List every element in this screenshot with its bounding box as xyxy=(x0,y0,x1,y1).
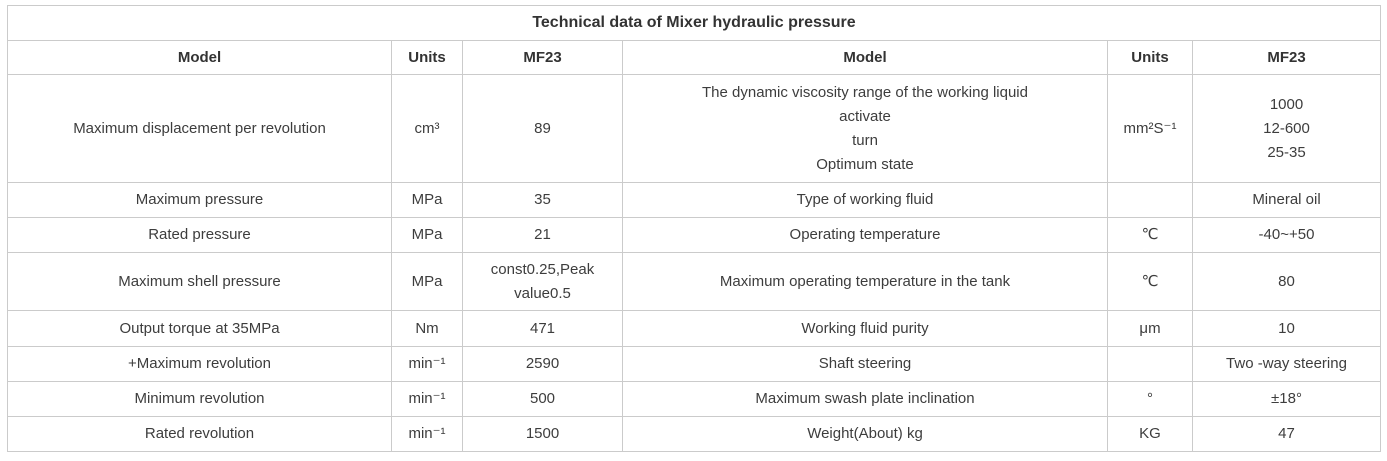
param-label: Maximum displacement per revolution xyxy=(7,74,392,183)
value-cell: -40~+50 xyxy=(1192,217,1381,253)
table-row: Output torque at 35MPa Nm 471 Working fl… xyxy=(7,310,1381,347)
unit-cell: Nm xyxy=(391,310,463,347)
value-cell: 47 xyxy=(1192,416,1381,452)
param-label: The dynamic viscosity range of the worki… xyxy=(622,74,1108,183)
param-label: Maximum operating temperature in the tan… xyxy=(622,252,1108,311)
value-cell: Mineral oil xyxy=(1192,182,1381,218)
param-label: Operating temperature xyxy=(622,217,1108,253)
param-label: Minimum revolution xyxy=(7,381,392,417)
unit-cell: ℃ xyxy=(1107,252,1193,311)
table-row: Maximum pressure MPa 35 Type of working … xyxy=(7,182,1381,218)
unit-cell: min⁻¹ xyxy=(391,381,463,417)
value-cell: 2590 xyxy=(462,346,623,382)
unit-cell: mm²S⁻¹ xyxy=(1107,74,1193,183)
value-cell: 1500 xyxy=(462,416,623,452)
value-cell: 89 xyxy=(462,74,623,183)
param-label: Shaft steering xyxy=(622,346,1108,382)
header-model-left: Model xyxy=(7,40,392,75)
param-label: Maximum swash plate inclination xyxy=(622,381,1108,417)
unit-cell: min⁻¹ xyxy=(391,416,463,452)
table-row: Rated pressure MPa 21 Operating temperat… xyxy=(7,217,1381,253)
param-label: Type of working fluid xyxy=(622,182,1108,218)
value-cell: 10 xyxy=(1192,310,1381,347)
unit-cell: cm³ xyxy=(391,74,463,183)
value-cell: 35 xyxy=(462,182,623,218)
param-label: +Maximum revolution xyxy=(7,346,392,382)
table-row: Minimum revolution min⁻¹ 500 Maximum swa… xyxy=(7,381,1381,417)
table-row: +Maximum revolution min⁻¹ 2590 Shaft ste… xyxy=(7,346,1381,382)
value-cell: 1000 12-600 25-35 xyxy=(1192,74,1381,183)
header-mf23-left: MF23 xyxy=(462,40,623,75)
unit-cell: min⁻¹ xyxy=(391,346,463,382)
unit-cell xyxy=(1107,346,1193,382)
table-title: Technical data of Mixer hydraulic pressu… xyxy=(7,5,1381,41)
param-label: Output torque at 35MPa xyxy=(7,310,392,347)
table-header-row: Model Units MF23 Model Units MF23 xyxy=(7,40,1381,75)
table-row: Maximum shell pressure MPa const0.25,Pea… xyxy=(7,252,1381,311)
value-cell: 80 xyxy=(1192,252,1381,311)
param-label: Maximum shell pressure xyxy=(7,252,392,311)
header-units-right: Units xyxy=(1107,40,1193,75)
table-row: Rated revolution min⁻¹ 1500 Weight(About… xyxy=(7,416,1381,452)
value-cell: 21 xyxy=(462,217,623,253)
header-units-left: Units xyxy=(391,40,463,75)
technical-data-table: Technical data of Mixer hydraulic pressu… xyxy=(7,5,1381,452)
unit-cell: ℃ xyxy=(1107,217,1193,253)
unit-cell: KG xyxy=(1107,416,1193,452)
param-label: Maximum pressure xyxy=(7,182,392,218)
param-label: Working fluid purity xyxy=(622,310,1108,347)
unit-cell: MPa xyxy=(391,252,463,311)
header-model-right: Model xyxy=(622,40,1108,75)
table-row: Maximum displacement per revolution cm³ … xyxy=(7,74,1381,183)
value-cell: ±18° xyxy=(1192,381,1381,417)
value-cell: Two -way steering xyxy=(1192,346,1381,382)
unit-cell xyxy=(1107,182,1193,218)
unit-cell: MPa xyxy=(391,217,463,253)
unit-cell: μm xyxy=(1107,310,1193,347)
unit-cell: ° xyxy=(1107,381,1193,417)
header-mf23-right: MF23 xyxy=(1192,40,1381,75)
param-label: Rated pressure xyxy=(7,217,392,253)
param-label: Rated revolution xyxy=(7,416,392,452)
unit-cell: MPa xyxy=(391,182,463,218)
table-title-row: Technical data of Mixer hydraulic pressu… xyxy=(7,5,1381,41)
value-cell: 500 xyxy=(462,381,623,417)
param-label: Weight(About) kg xyxy=(622,416,1108,452)
value-cell: 471 xyxy=(462,310,623,347)
value-cell: const0.25,Peak value0.5 xyxy=(462,252,623,311)
